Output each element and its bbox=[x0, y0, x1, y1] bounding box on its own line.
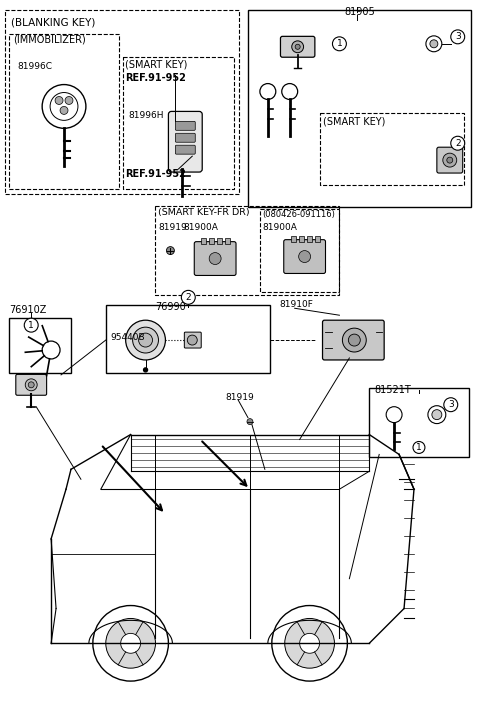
Bar bbox=[225, 238, 230, 244]
FancyBboxPatch shape bbox=[16, 375, 47, 395]
Circle shape bbox=[120, 633, 141, 653]
FancyBboxPatch shape bbox=[175, 134, 195, 142]
Circle shape bbox=[432, 409, 442, 420]
Text: 2: 2 bbox=[185, 293, 191, 302]
Text: (IMMOBILIZER): (IMMOBILIZER) bbox=[13, 35, 86, 45]
Circle shape bbox=[93, 605, 168, 681]
Bar bbox=[201, 238, 206, 244]
Circle shape bbox=[24, 318, 38, 332]
Text: 1: 1 bbox=[416, 443, 422, 452]
Text: (BLANKING KEY): (BLANKING KEY) bbox=[12, 18, 96, 28]
Circle shape bbox=[144, 368, 147, 372]
Bar bbox=[217, 238, 222, 244]
Text: 95440B: 95440B bbox=[111, 333, 145, 342]
Bar bbox=[156, 206, 339, 296]
Circle shape bbox=[285, 619, 335, 668]
Bar bbox=[320, 113, 464, 185]
Text: 81521T: 81521T bbox=[374, 385, 411, 395]
Bar bbox=[314, 235, 320, 242]
Circle shape bbox=[413, 441, 425, 453]
Text: (SMART KEY): (SMART KEY) bbox=[125, 59, 187, 70]
Circle shape bbox=[181, 291, 195, 304]
Text: REF.91-952: REF.91-952 bbox=[125, 169, 186, 179]
Circle shape bbox=[443, 153, 457, 167]
Text: 3: 3 bbox=[448, 400, 454, 409]
Circle shape bbox=[139, 333, 153, 347]
Bar bbox=[291, 235, 296, 242]
Text: 1: 1 bbox=[336, 40, 342, 48]
Text: (SMART KEY-FR DR): (SMART KEY-FR DR) bbox=[158, 208, 250, 217]
Circle shape bbox=[167, 247, 174, 255]
Bar bbox=[9, 318, 71, 373]
Circle shape bbox=[451, 30, 465, 44]
FancyBboxPatch shape bbox=[280, 36, 315, 57]
Bar bbox=[299, 235, 304, 242]
Bar bbox=[106, 305, 270, 373]
Bar bbox=[307, 235, 312, 242]
Circle shape bbox=[444, 398, 458, 411]
Circle shape bbox=[430, 40, 438, 48]
Circle shape bbox=[65, 96, 73, 105]
Circle shape bbox=[295, 45, 300, 49]
Text: 81900A: 81900A bbox=[183, 223, 218, 232]
FancyBboxPatch shape bbox=[194, 242, 236, 276]
Text: REF.91-952: REF.91-952 bbox=[125, 73, 186, 83]
FancyBboxPatch shape bbox=[284, 240, 325, 274]
FancyBboxPatch shape bbox=[168, 112, 202, 172]
Bar bbox=[369, 388, 468, 457]
Text: 81900A: 81900A bbox=[263, 223, 298, 232]
Circle shape bbox=[209, 252, 221, 264]
Circle shape bbox=[333, 37, 347, 51]
Circle shape bbox=[25, 379, 37, 391]
Circle shape bbox=[247, 419, 253, 425]
Text: 81905: 81905 bbox=[344, 7, 375, 17]
Circle shape bbox=[132, 327, 158, 353]
Circle shape bbox=[28, 382, 34, 388]
Text: 81919: 81919 bbox=[225, 393, 254, 402]
Bar bbox=[248, 10, 471, 207]
Circle shape bbox=[342, 328, 366, 352]
Circle shape bbox=[447, 157, 453, 163]
Circle shape bbox=[106, 619, 156, 668]
Text: 2: 2 bbox=[455, 139, 460, 148]
Text: 81910F: 81910F bbox=[280, 300, 313, 309]
Circle shape bbox=[348, 334, 360, 346]
Text: 76990: 76990 bbox=[156, 303, 186, 312]
Circle shape bbox=[60, 107, 68, 115]
Text: 1: 1 bbox=[28, 321, 34, 329]
Circle shape bbox=[292, 41, 303, 53]
Text: 81996H: 81996H bbox=[129, 112, 164, 120]
Text: 3: 3 bbox=[455, 33, 461, 41]
Bar bbox=[123, 57, 234, 189]
Text: (080426-091116): (080426-091116) bbox=[262, 210, 335, 219]
FancyBboxPatch shape bbox=[437, 147, 463, 173]
Bar bbox=[260, 209, 339, 293]
Circle shape bbox=[451, 136, 465, 150]
FancyBboxPatch shape bbox=[323, 320, 384, 360]
Text: 81996C: 81996C bbox=[17, 62, 52, 71]
Circle shape bbox=[300, 633, 320, 653]
FancyBboxPatch shape bbox=[184, 332, 201, 348]
Circle shape bbox=[299, 250, 311, 262]
FancyBboxPatch shape bbox=[175, 122, 195, 130]
Bar bbox=[5, 10, 239, 194]
Text: (SMART KEY): (SMART KEY) bbox=[323, 117, 385, 127]
FancyBboxPatch shape bbox=[175, 145, 195, 154]
Circle shape bbox=[272, 605, 348, 681]
Text: 81919: 81919 bbox=[158, 223, 187, 232]
Circle shape bbox=[55, 96, 63, 105]
Bar bbox=[209, 238, 214, 244]
Circle shape bbox=[187, 335, 197, 345]
Text: 76910Z: 76910Z bbox=[9, 305, 47, 315]
Circle shape bbox=[126, 320, 166, 360]
Bar bbox=[9, 34, 119, 189]
